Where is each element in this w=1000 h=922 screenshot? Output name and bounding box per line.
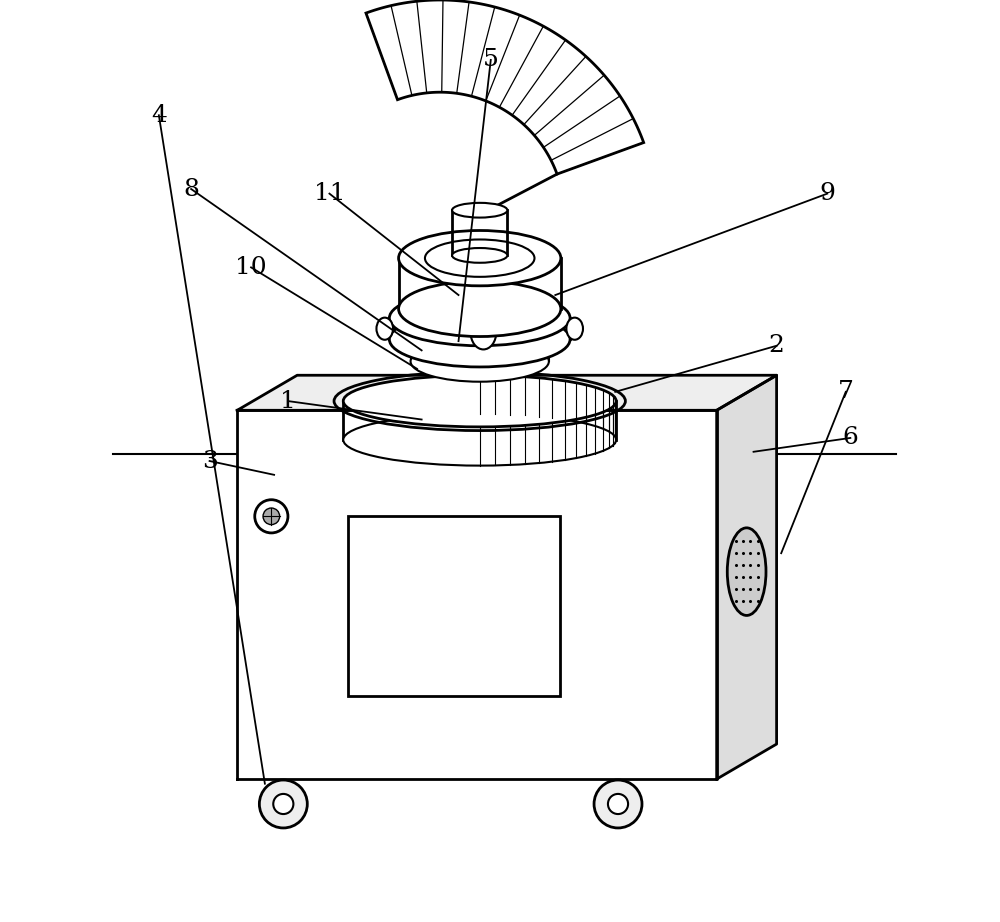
Text: 1: 1 (280, 390, 296, 412)
Circle shape (255, 500, 288, 533)
Ellipse shape (343, 375, 616, 427)
Circle shape (608, 794, 628, 814)
Text: 3: 3 (202, 450, 218, 472)
Text: 7: 7 (838, 381, 854, 403)
Circle shape (263, 508, 280, 525)
Ellipse shape (411, 325, 549, 366)
Ellipse shape (343, 414, 616, 466)
Circle shape (259, 780, 307, 828)
Polygon shape (237, 410, 717, 779)
Ellipse shape (411, 341, 549, 382)
Ellipse shape (389, 312, 570, 367)
Ellipse shape (389, 290, 570, 346)
Text: 6: 6 (842, 427, 858, 449)
Polygon shape (717, 375, 777, 779)
Ellipse shape (452, 203, 507, 218)
Circle shape (594, 780, 642, 828)
Ellipse shape (376, 318, 393, 340)
Text: 5: 5 (483, 49, 499, 71)
Polygon shape (366, 0, 644, 174)
Text: 11: 11 (314, 183, 345, 205)
Circle shape (273, 794, 293, 814)
Ellipse shape (399, 230, 561, 286)
Bar (348, 516, 560, 696)
Ellipse shape (452, 248, 507, 263)
Text: 4: 4 (151, 104, 167, 126)
Ellipse shape (470, 314, 496, 349)
Polygon shape (237, 375, 777, 410)
Text: 2: 2 (769, 335, 785, 357)
Ellipse shape (399, 281, 561, 337)
Text: 9: 9 (819, 183, 835, 205)
Text: 10: 10 (235, 256, 267, 278)
Ellipse shape (727, 527, 766, 616)
Ellipse shape (566, 318, 583, 340)
Text: 8: 8 (183, 178, 199, 200)
